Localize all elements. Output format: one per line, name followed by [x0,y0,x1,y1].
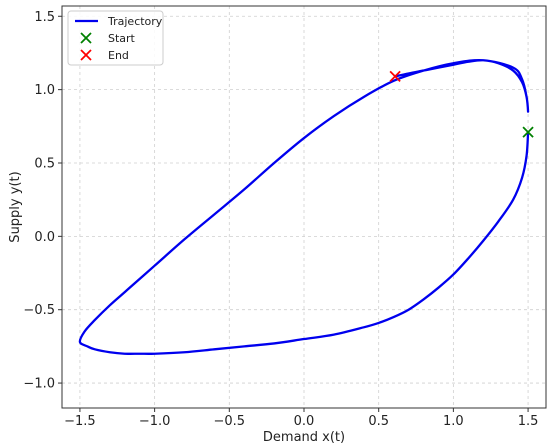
trajectory-line [78,58,530,355]
y-tick-label: 0.0 [34,230,55,245]
x-tick-label: 1.5 [518,414,539,429]
legend-start-x [80,32,92,44]
x-tick-label: −0.5 [214,414,246,429]
legend-marker-start [80,32,92,44]
y-tick-label: −1.0 [23,377,55,392]
y-tick-label: 1.5 [34,10,55,25]
legend-end-x [80,49,92,61]
legend-box [67,10,164,66]
legend-label-end: End [108,49,129,62]
grid [62,6,546,408]
x-tick-label: 0.0 [294,414,315,429]
y-tick-label: −0.5 [23,303,55,318]
legend: Trajectory Start End [67,10,164,66]
x-axis-label: Demand x(t) [263,430,345,445]
y-tick-label: 1.0 [34,83,55,98]
x-tick-label: 1.0 [443,414,464,429]
series [78,58,534,355]
x-tick-label: −1.0 [139,414,171,429]
x-tick-label: 0.5 [368,414,389,429]
axis-ticks: −1.5 −1.0 −0.5 0.0 0.5 1.0 1.5 −1.0 −0.5 0.0 0.5 1.… [23,10,538,429]
legend-label-start: Start [108,32,136,45]
end-marker [389,70,401,83]
y-tick-label: 0.5 [34,156,55,171]
y-axis-label: Supply y(t) [8,171,23,242]
start-marker [522,126,534,138]
legend-label-trajectory: Trajectory [107,15,163,28]
legend-marker-end [80,49,92,61]
x-tick-label: −1.5 [64,414,96,429]
